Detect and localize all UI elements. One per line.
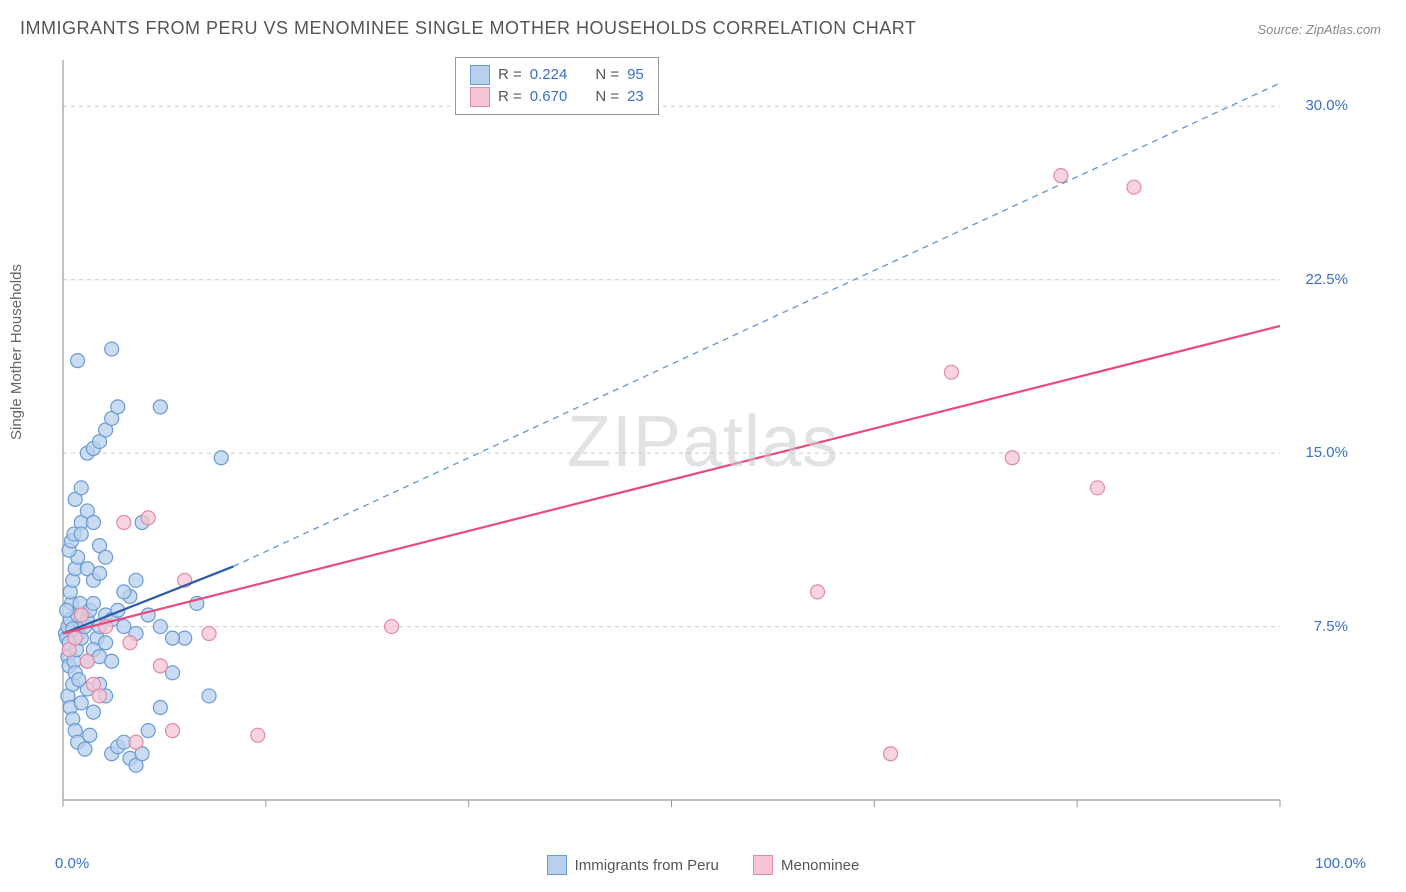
chart-page: IMMIGRANTS FROM PERU VS MENOMINEE SINGLE… bbox=[0, 0, 1406, 892]
chart-title: IMMIGRANTS FROM PERU VS MENOMINEE SINGLE… bbox=[20, 18, 916, 39]
legend-swatch-2 bbox=[753, 855, 773, 875]
y-tick-label: 30.0% bbox=[1288, 97, 1348, 114]
plot-area bbox=[55, 55, 1345, 835]
legend-label-1: Immigrants from Peru bbox=[575, 857, 719, 874]
legend-item-2: Menominee bbox=[753, 855, 859, 875]
x-tick-min: 0.0% bbox=[55, 855, 89, 872]
r-label: R = bbox=[498, 64, 522, 86]
y-tick-label: 22.5% bbox=[1288, 271, 1348, 288]
scatter-plot-svg bbox=[55, 55, 1345, 835]
stats-row-series-1: R = 0.224 N = 95 bbox=[470, 64, 644, 86]
legend-label-2: Menominee bbox=[781, 857, 859, 874]
stats-legend-box: R = 0.224 N = 95 R = 0.670 N = 23 bbox=[455, 57, 659, 115]
n-value-1: 95 bbox=[627, 64, 644, 86]
n-label: N = bbox=[595, 86, 619, 108]
y-axis-label: Single Mother Households bbox=[8, 264, 25, 440]
x-tick-max: 100.0% bbox=[1315, 855, 1366, 872]
r-label: R = bbox=[498, 86, 522, 108]
source-attribution: Source: ZipAtlas.com bbox=[1257, 22, 1381, 37]
swatch-series-1 bbox=[470, 65, 490, 85]
series-legend: Immigrants from Peru Menominee bbox=[0, 855, 1406, 879]
n-label: N = bbox=[595, 64, 619, 86]
r-value-1: 0.224 bbox=[530, 64, 568, 86]
n-value-2: 23 bbox=[627, 86, 644, 108]
swatch-series-2 bbox=[470, 87, 490, 107]
stats-row-series-2: R = 0.670 N = 23 bbox=[470, 86, 644, 108]
legend-item-1: Immigrants from Peru bbox=[547, 855, 719, 875]
y-tick-label: 7.5% bbox=[1288, 618, 1348, 635]
legend-swatch-1 bbox=[547, 855, 567, 875]
r-value-2: 0.670 bbox=[530, 86, 568, 108]
y-tick-label: 15.0% bbox=[1288, 444, 1348, 461]
